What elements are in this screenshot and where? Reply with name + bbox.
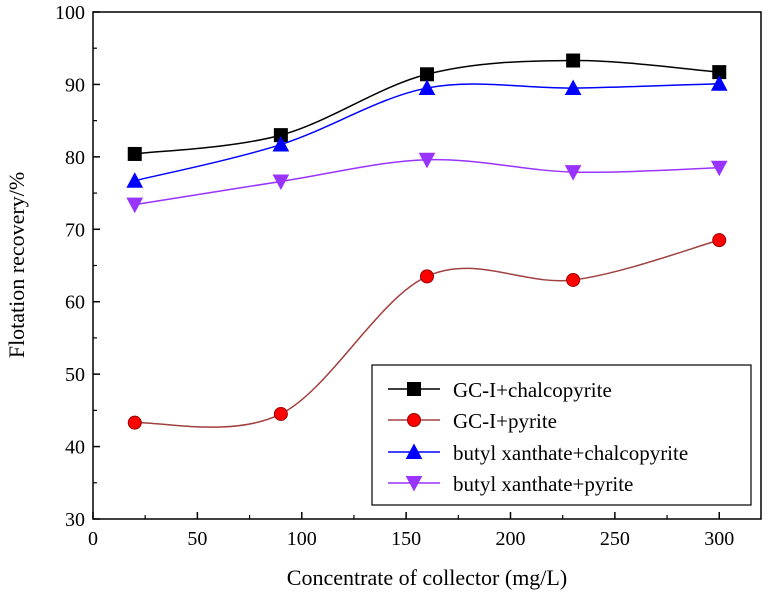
legend-label-gc-i-pyrite: GC-I+pyrite (453, 409, 557, 433)
data-point-gc-i-pyrite (273, 406, 288, 421)
legend-marker-gc-i-pyrite (407, 413, 421, 427)
legend-marker-gc-i-chalcopyrite (407, 382, 421, 396)
data-point-gc-i-chalcopyrite (127, 146, 142, 161)
legend-sample-gc-i-pyrite (388, 413, 440, 427)
x-tick-label: 200 (496, 528, 526, 550)
y-tick-label: 50 (65, 364, 85, 386)
y-tick-label: 80 (65, 147, 85, 169)
series-butyl-xanthate-pyrite (126, 152, 728, 214)
x-tick-label: 0 (88, 528, 98, 550)
x-tick-label: 150 (391, 528, 421, 550)
legend: GC-I+chalcopyrite GC-I+pyrite butyl xant… (371, 364, 752, 506)
data-point-butyl-xanthate-pyrite (126, 197, 144, 214)
x-tick-label: 100 (287, 528, 317, 550)
legend-label-butyl-xanthate-chalcopyrite: butyl xanthate+chalcopyrite (453, 441, 688, 465)
x-tick-label: 300 (704, 528, 734, 550)
legend-label-gc-i-chalcopyrite: GC-I+chalcopyrite (453, 378, 612, 402)
series-gc-i-pyrite (127, 233, 727, 430)
data-point-butyl-xanthate-chalcopyrite (564, 79, 582, 96)
y-tick-label: 40 (65, 437, 85, 459)
x-tick-label: 50 (187, 528, 207, 550)
legend-label-butyl-xanthate-pyrite: butyl xanthate+pyrite (453, 472, 633, 496)
legend-items (388, 382, 440, 492)
legend-sample-butyl-xanthate-chalcopyrite (388, 443, 440, 459)
data-point-gc-i-pyrite (712, 233, 727, 248)
data-point-butyl-xanthate-pyrite (272, 174, 290, 191)
y-tick-label: 30 (65, 509, 85, 531)
y-axis-label: Flotation recovery/% (4, 172, 29, 358)
legend-sample-gc-i-chalcopyrite (388, 382, 440, 396)
legend-marker-butyl-xanthate-pyrite (405, 476, 423, 492)
y-tick-label: 100 (55, 2, 85, 24)
y-tick-labels: 30 40 50 60 70 80 90 100 (55, 2, 85, 531)
data-point-butyl-xanthate-chalcopyrite (710, 75, 728, 91)
data-point-gc-i-chalcopyrite (566, 53, 581, 68)
x-axis-label: Concentrate of collector (mg/L) (287, 565, 567, 590)
data-point-gc-i-pyrite (420, 269, 434, 284)
y-tick-label: 70 (65, 219, 85, 241)
series-layer (126, 53, 728, 430)
x-tick-labels: 0 50 100 150 200 250 300 (88, 528, 734, 550)
data-point-gc-i-chalcopyrite (420, 67, 434, 82)
x-tick-label: 250 (600, 528, 630, 550)
data-point-gc-i-pyrite (127, 415, 142, 430)
series-butyl-xanthate-chalcopyrite (126, 75, 728, 188)
data-point-butyl-xanthate-pyrite (564, 165, 582, 181)
data-point-butyl-xanthate-chalcopyrite (272, 135, 290, 152)
legend-sample-butyl-xanthate-pyrite (388, 476, 440, 492)
data-point-butyl-xanthate-pyrite (418, 152, 436, 169)
data-point-butyl-xanthate-chalcopyrite (126, 172, 144, 188)
data-point-butyl-xanthate-chalcopyrite (418, 79, 436, 96)
data-point-gc-i-pyrite (566, 272, 581, 287)
y-tick-label: 90 (65, 74, 85, 96)
legend-marker-butyl-xanthate-chalcopyrite (405, 443, 423, 459)
data-point-butyl-xanthate-pyrite (710, 160, 728, 177)
series-gc-i-chalcopyrite (127, 53, 727, 161)
y-tick-label: 60 (65, 292, 85, 314)
axis-ticks (92, 11, 720, 520)
